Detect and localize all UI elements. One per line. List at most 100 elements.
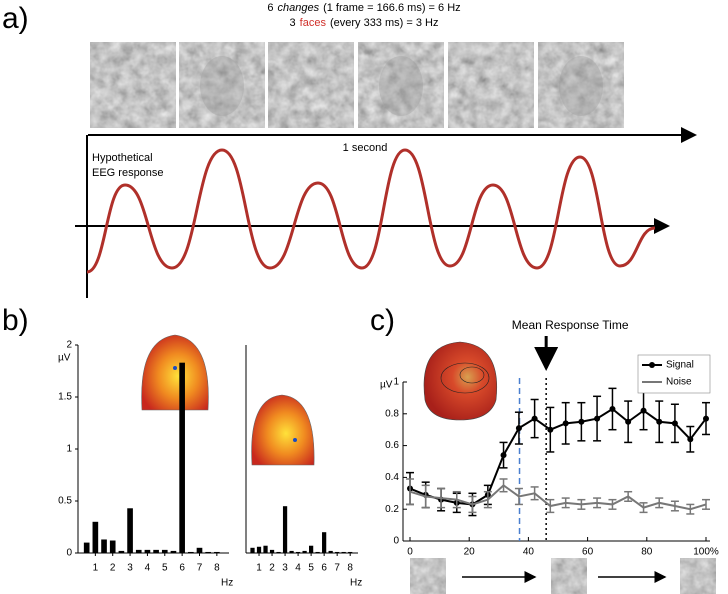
bar: [309, 545, 314, 553]
legend-label: Noise: [666, 377, 692, 388]
y-tick-label: 1: [393, 377, 399, 388]
x-tick-label: 20: [464, 547, 476, 558]
bar: [263, 545, 268, 553]
bar: [101, 539, 107, 553]
point: [687, 436, 694, 443]
electrode: [293, 438, 297, 442]
point: [609, 406, 616, 413]
bar: [282, 506, 288, 553]
caption-text: (1 frame = 166.6 ms) = 6 Hz: [323, 2, 461, 14]
point: [594, 415, 601, 422]
bar: [315, 551, 320, 553]
point: [515, 425, 522, 432]
eeg-wave: [86, 148, 656, 274]
caption-number: 3: [290, 17, 296, 29]
bar: [161, 549, 168, 553]
bar: [92, 521, 99, 553]
x-tick-label: 60: [582, 547, 594, 558]
point: [578, 418, 585, 425]
annotation: Hypothetical: [92, 152, 153, 164]
bar: [250, 547, 255, 553]
x-tick-label: 2: [110, 563, 116, 574]
face-hint: [379, 56, 423, 116]
thumbnail: [551, 558, 587, 594]
bar: [348, 551, 353, 553]
bar: [109, 540, 116, 553]
stimulus-image: [268, 42, 354, 128]
y-axis-label: µV: [380, 380, 393, 391]
point: [640, 407, 647, 414]
thumbnail: [410, 558, 446, 594]
legend-marker: [649, 362, 655, 368]
y-tick-label: 2: [66, 340, 72, 351]
x-tick-label: 4: [145, 563, 151, 574]
bar: [170, 550, 177, 553]
bar: [205, 551, 211, 553]
stimulus-image: [179, 42, 265, 128]
point: [671, 420, 678, 427]
x-tick-label: 4: [295, 563, 301, 574]
x-tick-label: 0: [407, 547, 413, 558]
x-tick-label: 8: [347, 563, 353, 574]
panel-label: b): [2, 304, 29, 337]
point: [562, 420, 569, 427]
bar: [289, 550, 294, 553]
bar: [127, 508, 133, 553]
x-tick-label: 3: [282, 563, 288, 574]
stimulus-images: [90, 42, 624, 128]
x-tick-label: 8: [214, 563, 220, 574]
bar: [256, 546, 262, 553]
x-tick-label: 7: [334, 563, 340, 574]
contour: [459, 366, 485, 384]
y-tick-label: 1.5: [58, 392, 72, 403]
point: [656, 418, 663, 425]
y-tick-label: 0.8: [385, 408, 399, 419]
electrode: [173, 366, 177, 370]
y-tick-label: 0.6: [385, 440, 399, 451]
bar: [322, 532, 327, 553]
y-tick-label: 0: [66, 548, 72, 559]
bar: [341, 551, 346, 553]
bar: [179, 362, 185, 553]
caption-emphasis: changes: [277, 2, 319, 14]
bar: [187, 551, 194, 553]
bar: [335, 551, 340, 553]
reference-label: Mean Response Time: [512, 318, 629, 332]
stimulus-image: [538, 42, 624, 128]
y-tick-label: 0.4: [385, 472, 399, 483]
bar: [118, 550, 125, 553]
caption-emphasis: faces: [300, 17, 327, 29]
legend: [637, 354, 711, 394]
point: [531, 415, 538, 422]
panel-label: a): [2, 2, 29, 35]
x-tick-label: 5: [308, 563, 314, 574]
bar: [276, 551, 281, 553]
x-tick-label: 6: [179, 563, 185, 574]
panel-label: c): [370, 304, 395, 337]
stimulus-image: [90, 42, 176, 128]
head-map: [423, 341, 498, 421]
caption: 6 changes (1 frame = 166.6 ms) = 6 Hz: [267, 2, 460, 14]
x-tick-label: 1: [93, 563, 99, 574]
y-tick-label: 0.2: [385, 504, 399, 515]
caption: 3 faces (every 333 ms) = 3 Hz: [290, 17, 439, 29]
x-tick-label: 100%: [693, 547, 719, 558]
head-map: [251, 394, 315, 466]
bar: [196, 547, 203, 553]
y-tick-label: 1: [66, 444, 72, 455]
x-tick-label: 7: [197, 563, 203, 574]
head-maps: [141, 334, 498, 466]
thumbnail: [680, 558, 716, 594]
point: [500, 452, 507, 459]
series-line: [409, 484, 707, 511]
x-tick-label: 2: [269, 563, 275, 574]
x-axis-label: Hz: [221, 578, 233, 589]
x-tick-label: 3: [127, 563, 133, 574]
caption-number: 6: [267, 2, 273, 14]
face-hint: [200, 56, 244, 116]
x-tick-label: 80: [641, 547, 653, 558]
x-tick-label: 6: [321, 563, 327, 574]
stimulus-image: [358, 42, 444, 128]
bar: [269, 549, 275, 553]
